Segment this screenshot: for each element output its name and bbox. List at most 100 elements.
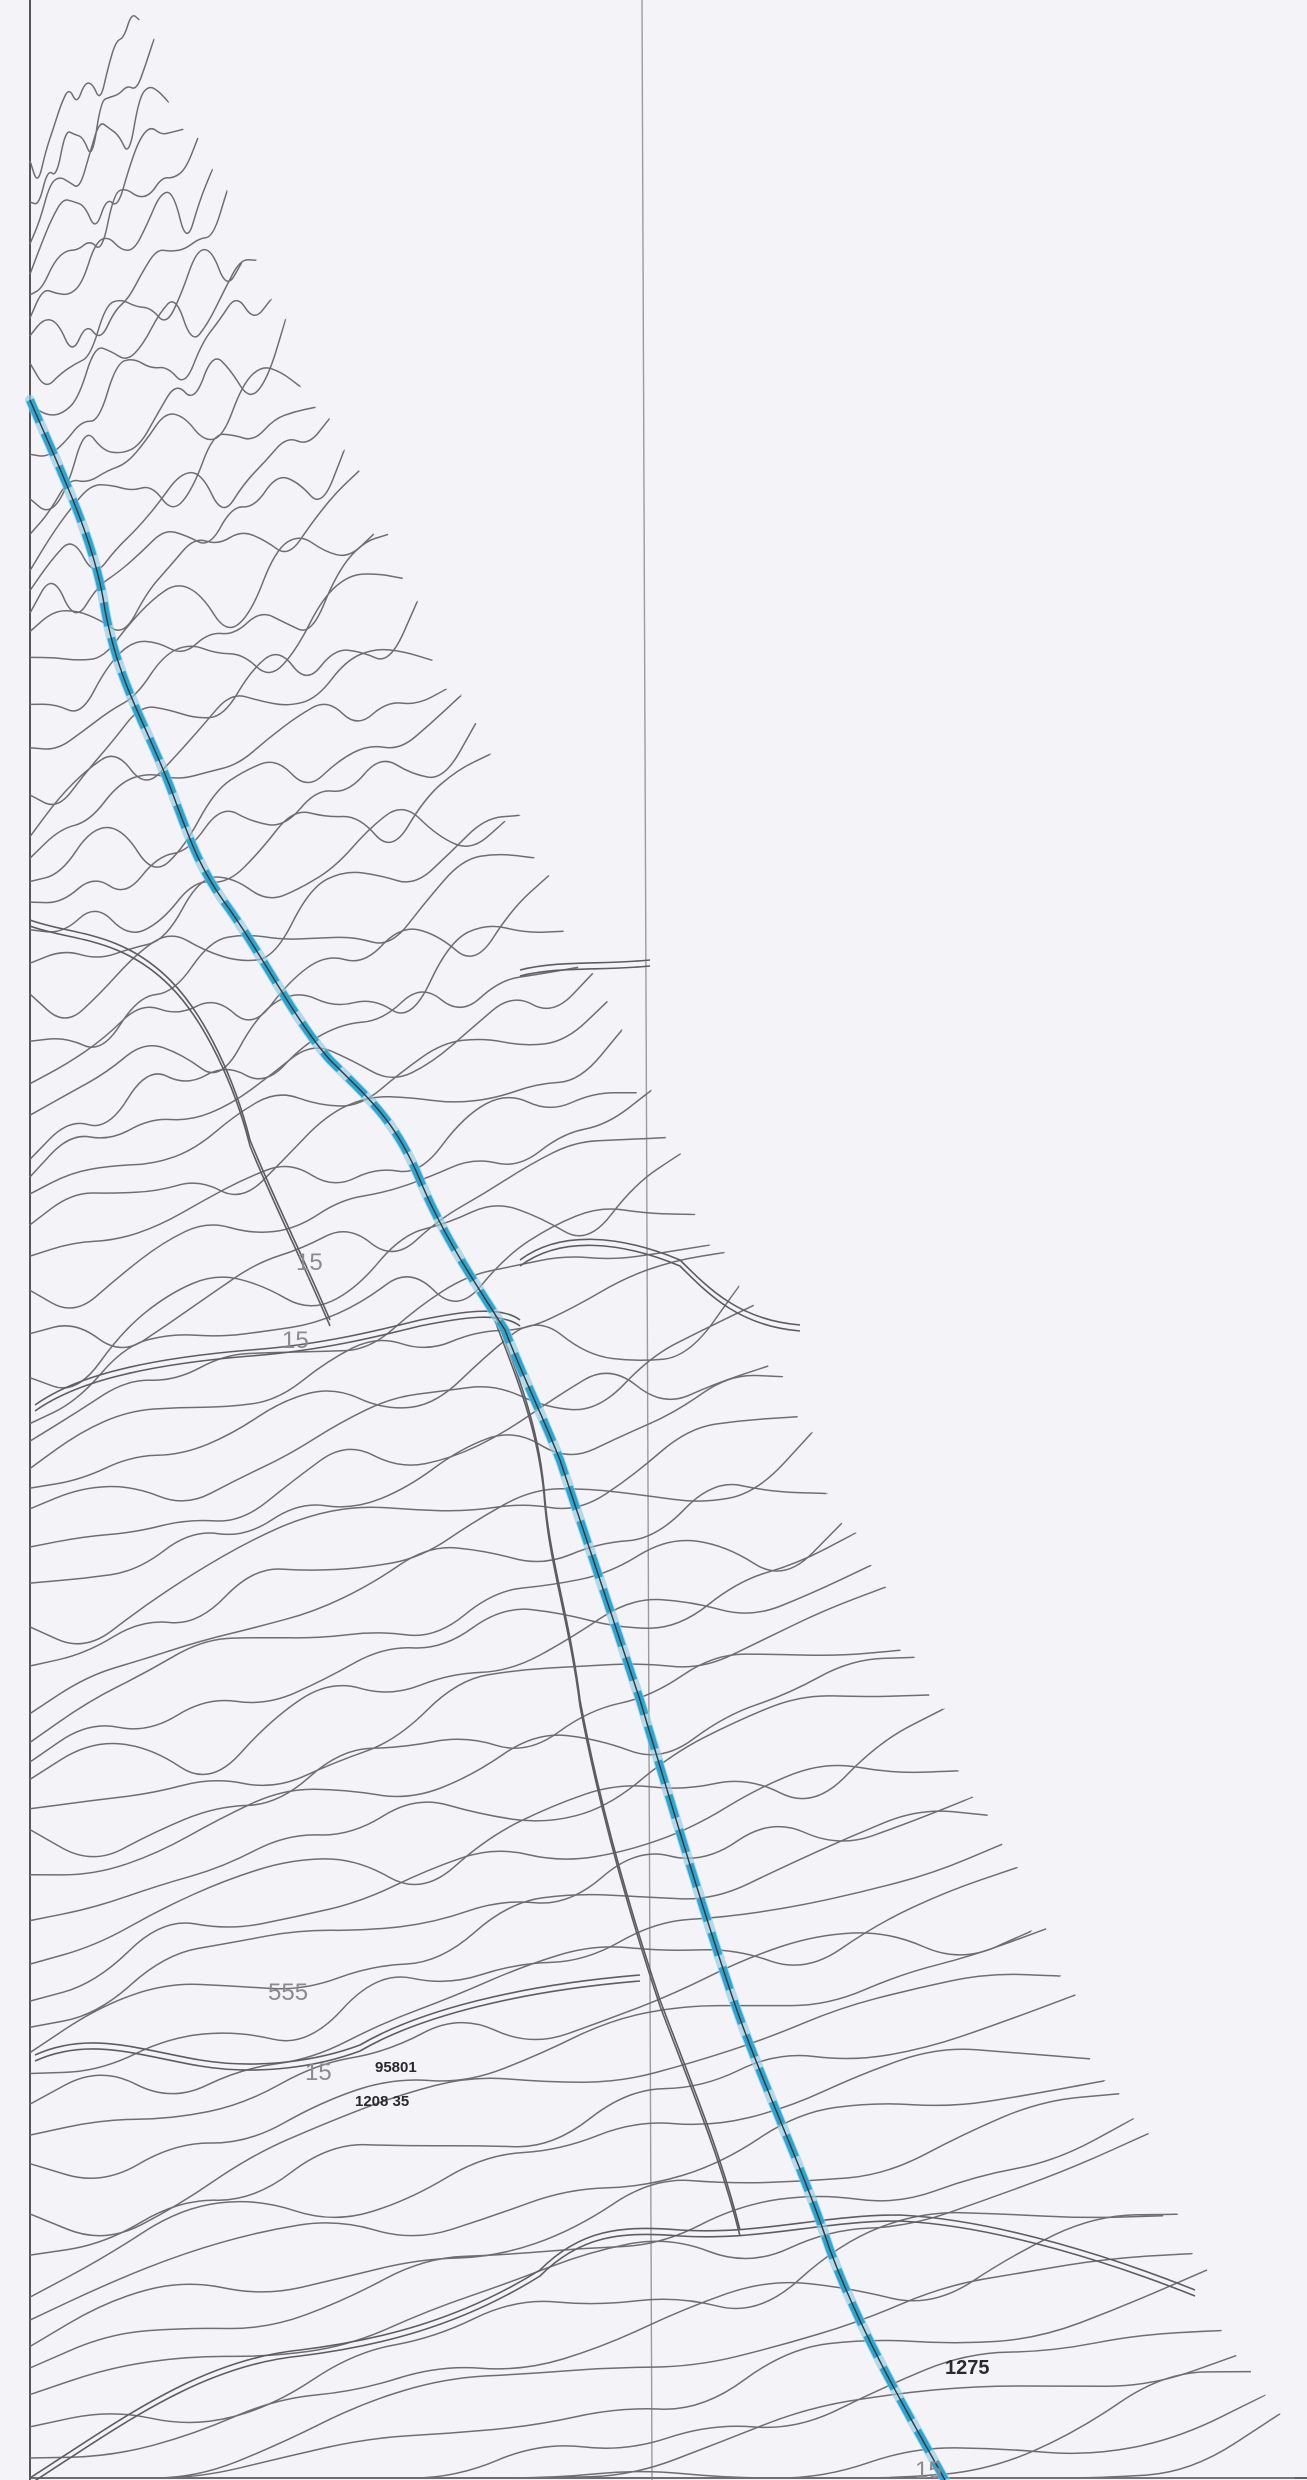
road-edge-line [34,1316,521,1412]
contour-line [29,38,155,205]
contour-line [29,1843,1003,2075]
contour-line [29,1586,887,1810]
contour-line [29,808,506,964]
contour-line [29,2048,1091,2298]
contour-line [29,2211,1164,2428]
contour-line [29,648,433,838]
contour-line [29,972,594,1178]
road-edge-line [34,1310,521,1406]
contour-line [29,137,199,296]
contour-line [29,189,228,348]
point-label-95801: 95801 [375,2059,417,2076]
contour-line [29,1136,667,1349]
road-edge-line [519,1238,801,1326]
road-edge-line [494,1314,741,2231]
contour-label-15-upper: 15 [296,1249,323,1276]
contour-line [29,168,214,319]
contour-line [29,1091,637,1257]
contour-line [29,449,345,614]
contour-line [29,573,403,750]
contour-line [29,2329,1223,2479]
contour-line [29,1866,1018,2105]
road-edge-line [519,959,651,971]
contour-line [29,1973,1062,2237]
contour-line [29,966,579,1160]
contour-line [29,1564,872,1781]
contour-line [29,1365,769,1548]
contour-line [29,533,375,661]
contour-line [29,1089,653,1309]
sheet-fold-line [641,0,653,2480]
contour-line [29,417,331,591]
contour-line [29,853,535,1048]
contour-line [29,2093,1120,2348]
contour-line [29,1707,945,1965]
road-edge-line [29,2214,1196,2479]
contour-line [29,753,492,933]
point-label-1208-35: 1208 35 [355,2093,409,2110]
contour-line [29,1304,755,1510]
contour-label-15-lower: 15 [282,1327,309,1354]
contour-line [29,1930,1033,2136]
road-edge-line [29,919,331,1321]
contour-line [29,1649,901,1858]
contour-line [29,1810,988,2054]
contour-line [29,814,521,1019]
contour-line [29,259,257,416]
contour-line [29,1152,681,1389]
contour-line [29,1532,857,1763]
contour-line [29,925,564,1116]
point-label-1275: 1275 [945,2357,990,2379]
contour-line [29,1029,623,1226]
contour-line [29,470,360,633]
contour-line [29,2213,1178,2459]
contour-line [29,2394,1267,2479]
contour-line [29,1244,711,1442]
route-centerline [29,399,946,2480]
roads [29,919,1196,2480]
contour-line [29,2132,1149,2396]
contour-lines [29,15,1295,2479]
contour-line [29,1994,1076,2256]
contour-line [29,127,184,275]
contour-line [29,298,272,457]
contour-line [29,1522,843,1744]
contour-line [29,600,419,806]
contour-label-15-mid: 15 [305,2059,332,2086]
dashed-route-line [25,395,950,2480]
contour-line [29,1000,608,1195]
contour-line [29,2354,1237,2479]
contour-line [29,2117,1135,2369]
contour-line [29,1416,798,1645]
contour-line [29,1285,740,1489]
contour-label-555: 555 [268,1979,308,2006]
contour-line [29,1483,828,1715]
map-labels: 15 15 555 15 95801 1208 35 1275 15 [268,1249,990,2480]
contour-line [29,2252,1194,2479]
road-edge-line [519,965,651,977]
contour-line [29,86,170,244]
road-edge-line [34,2220,1196,2480]
road-edge-line [34,1980,641,2071]
contour-line [29,1656,916,1876]
contour-line [29,1694,930,1922]
contour-line [29,874,550,1085]
road-edge-line [494,1320,741,2237]
contour-line [29,1764,960,2002]
road-edge-line [34,1974,641,2065]
contour-line [29,694,462,883]
contour-line [29,1251,726,1470]
road-edge-line [519,1244,801,1332]
contour-label-15-bottom: 15 [915,2457,942,2480]
contour-line [29,406,316,571]
contour-line [29,2269,1208,2479]
contour-line [29,722,477,904]
contour-line [29,15,140,179]
contour-line [29,1431,813,1667]
contour-line [29,533,389,712]
road-edge-line [29,925,331,1327]
contour-line [29,1208,696,1425]
contour-line [29,1374,784,1584]
contour-line [29,248,243,386]
